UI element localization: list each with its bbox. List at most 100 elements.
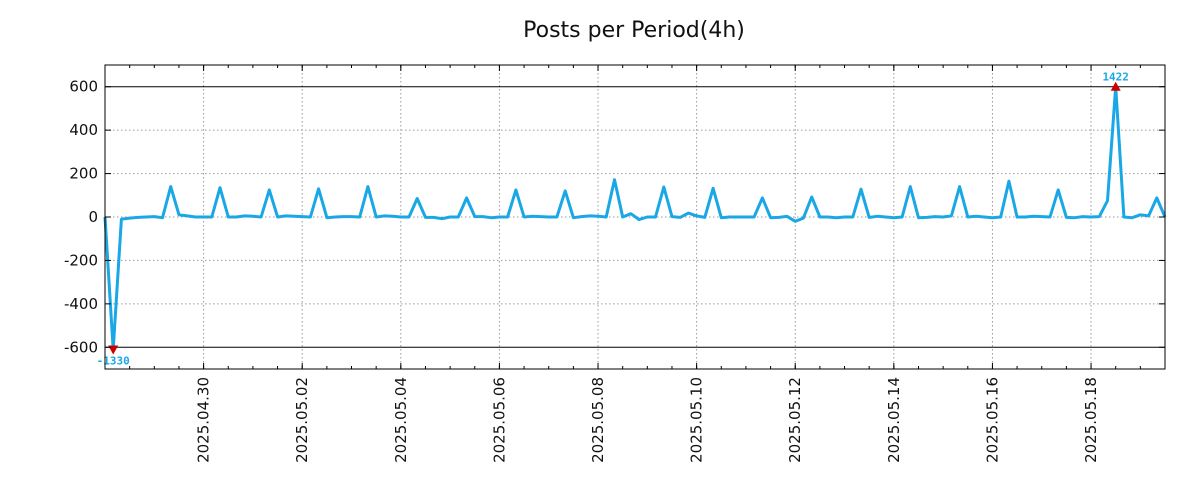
data-point [408,216,410,218]
data-point [654,216,657,218]
y-tick-label: -400 [64,295,98,313]
data-point [400,216,402,218]
data-point [671,215,673,218]
data-point [178,214,180,216]
data-point [589,215,591,217]
x-tick-label: 2025.05.12 [786,377,804,463]
data-point [909,186,911,188]
data-point [696,215,698,217]
data-point [794,220,796,222]
y-tick-label: 200 [69,165,98,183]
data-point [983,216,985,218]
series-line [103,85,1167,351]
data-point [367,186,369,188]
data-point [523,216,525,218]
data-point [465,197,468,199]
data-point [1090,216,1092,218]
data-point [942,216,944,218]
data-point [835,217,837,219]
data-point [120,218,123,220]
data-point [1024,216,1026,218]
data-point [1016,216,1018,218]
data-point [507,216,509,218]
data-point [203,216,205,218]
data-point [153,215,155,218]
data-point [720,217,722,219]
data-point [622,216,624,218]
data-point [556,216,558,218]
y-tick-label: -200 [64,251,98,269]
max-marker [1110,81,1121,91]
data-point [211,216,213,218]
data-point [769,217,772,219]
data-point [170,186,172,188]
data-point [424,216,427,219]
data-point [893,217,895,219]
data-point [679,216,681,219]
data-point [482,215,484,218]
data-point [975,215,977,217]
data-point [137,216,139,219]
x-axis: 2025.04.30 2025.05.02 2025.05.04 2025.05.06… [104,65,1166,463]
data-point [359,216,361,218]
data-point [161,217,164,219]
data-point [687,212,690,214]
data-point [901,216,903,218]
data-point [852,216,854,218]
data-point [991,217,994,219]
y-tick-label: -600 [64,338,98,356]
data-point [457,216,459,218]
x-tick-label: 2025.05.08 [589,377,607,463]
annotations: -1330 1422 [97,71,1129,368]
data-point [244,215,246,217]
data-point [252,215,254,217]
data-point [129,217,131,219]
data-point [268,189,270,191]
data-point [1032,215,1035,217]
data-point [548,216,550,218]
data-point [1008,180,1010,182]
data-point [663,186,665,188]
x-tick-label: 2025.04.30 [195,377,213,463]
data-point [1139,214,1141,216]
data-point [868,216,870,219]
data-point [712,187,714,189]
data-point [819,216,821,218]
data-point [391,215,394,217]
data-point [917,217,920,219]
data-point [753,216,755,218]
data-point [1156,197,1158,199]
data-point [786,215,788,217]
min-label: -1330 [97,354,130,367]
data-point [498,216,501,218]
data-point [326,217,328,219]
reference-lines [105,86,1165,348]
data-point [293,215,295,217]
data-point [383,215,385,217]
data-point [605,216,607,218]
y-axis: 600 400 200 0 -200 -400 -600 [64,78,1165,356]
data-point [967,216,969,218]
x-tick-label: 2025.05.10 [688,377,706,463]
data-point [531,215,533,217]
data-point [580,215,583,218]
data-point [646,216,648,218]
data-point [350,215,353,218]
data-point [474,215,476,218]
y-tick-label: 400 [69,121,98,139]
data-point [449,216,451,218]
data-point [276,216,279,218]
data-point [1065,216,1067,219]
data-point [334,216,336,218]
data-point [342,215,344,218]
data-point [219,187,221,189]
data-point [934,215,936,218]
data-point [490,217,492,219]
data-point [539,215,542,218]
data-point [1082,215,1084,218]
data-point [318,188,320,190]
data-point [433,216,435,219]
data-point [1000,216,1002,218]
data-point [860,188,862,190]
